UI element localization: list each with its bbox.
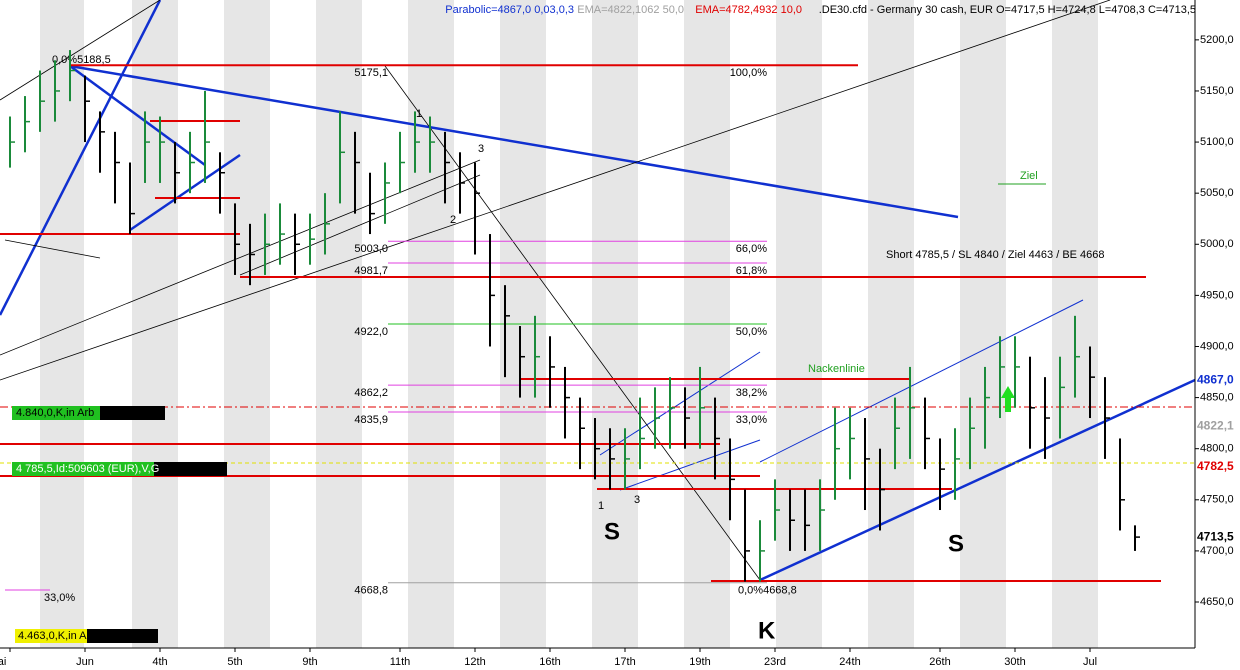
y-tick-label: 4850,0 [1200, 391, 1234, 403]
pct-label: 33,0% [44, 592, 75, 604]
fib-pct-label: 66,0% [736, 243, 767, 255]
x-tick-label: 24th [839, 656, 860, 668]
y-tick-label: 5100,0 [1200, 136, 1234, 148]
price-marker [1196, 373, 1240, 388]
wave-label: 3 [634, 494, 640, 506]
fib-value-label: 4835,9 [354, 414, 388, 426]
y-tick-label: 4950,0 [1200, 289, 1234, 301]
annotations: Short 4785,5 / SL 4840 / Ziel 4463 / BE … [44, 54, 1105, 644]
x-tick-label: 19th [689, 656, 710, 668]
fib-value-label: 4981,7 [354, 265, 388, 277]
order-label: 4.840,0,K,in Arb [16, 407, 94, 419]
target-label: Ziel [1020, 170, 1038, 182]
y-tick-label: 5050,0 [1200, 187, 1234, 199]
x-tick-label: Jun [76, 656, 94, 668]
price-marker-label: 4822,1 [1197, 418, 1234, 432]
price-marker [1196, 530, 1240, 545]
fib-pct-label: 50,0% [736, 326, 767, 338]
y-tick-label: 5150,0 [1200, 85, 1234, 97]
fib-pct-label: 33,0% [736, 414, 767, 426]
pattern-k: K [758, 617, 776, 644]
pattern-s: S [948, 530, 964, 557]
orders: 4.840,0,K,in Arb 4 785,5,Id:509603 (EUR)… [12, 406, 227, 643]
fib-value-label: 4862,2 [354, 387, 388, 399]
y-tick-label: 5000,0 [1200, 238, 1234, 250]
price-marker-label: 4782,5 [1197, 459, 1234, 473]
fib-pct-label: 0,0%4668,8 [738, 585, 797, 597]
price-marker-label: 4867,0 [1197, 372, 1234, 386]
ema10-label: EMA=4782,4932 10,0 [695, 4, 802, 16]
symbol-label: .DE30.cfd - Germany 30 cash, EUR O=4717,… [819, 4, 1196, 16]
x-tick-label: Jul [1083, 656, 1097, 668]
x-tick-label: 17th [614, 656, 635, 668]
price-marker-label: 4713,5 [1197, 529, 1234, 543]
x-tick-label: 16th [539, 656, 560, 668]
x-tick-label: 11th [390, 656, 411, 668]
trade-note: Short 4785,5 / SL 4840 / Ziel 4463 / BE … [886, 249, 1105, 261]
y-tick-label: 4750,0 [1200, 494, 1234, 506]
y-tick-label: 4700,0 [1200, 545, 1234, 557]
x-tick-label: 12th [464, 656, 485, 668]
wave-label: 1 [598, 500, 604, 512]
x-tick-label: 4th [152, 656, 167, 668]
order-label: 4.463,0,K,in A [18, 630, 87, 642]
x-tick-label: ai [0, 656, 6, 668]
wave-label: 3 [478, 143, 484, 155]
x-tick-label: 5th [227, 656, 242, 668]
header: Parabolic=4867,0 0,03,0,3 EMA=4822,1062 … [445, 4, 1196, 16]
fib-top-label: 0,0%5188,5 [52, 54, 111, 66]
y-tick-label: 4800,0 [1200, 443, 1234, 455]
parabolic-label: Parabolic=4867,0 0,03,0,3 [445, 4, 574, 16]
x-tick-label: 23rd [764, 656, 786, 668]
fib-pct-label: 61,8% [736, 265, 767, 277]
order-label: 4 785,5,Id:509603 (EUR),V,G [16, 463, 159, 475]
fib-value-label: 4668,8 [354, 585, 388, 597]
wave-label: 2 [450, 214, 456, 226]
ema50-label: EMA=4822,1062 50,0 [577, 4, 684, 16]
y-tick-label: 4650,0 [1200, 596, 1234, 608]
fib-pct-label: 38,2% [736, 387, 767, 399]
x-tick-label: 26th [929, 656, 950, 668]
x-tick-label: 30th [1004, 656, 1025, 668]
pattern-s: S [604, 518, 620, 545]
price-marker [1196, 419, 1240, 434]
x-tick-label: 9th [302, 656, 317, 668]
fib-value-label: 5003,0 [354, 243, 388, 255]
fib-value-label: 5175,1 [354, 67, 388, 79]
fib-pct-label: 100,0% [730, 67, 768, 79]
wave-label: 1 [416, 108, 422, 120]
y-tick-label: 5200,0 [1200, 34, 1234, 46]
fib-value-label: 4922,0 [354, 326, 388, 338]
price-marker [1196, 459, 1240, 474]
neckline-label: Nackenlinie [808, 363, 865, 375]
y-tick-label: 4900,0 [1200, 340, 1234, 352]
